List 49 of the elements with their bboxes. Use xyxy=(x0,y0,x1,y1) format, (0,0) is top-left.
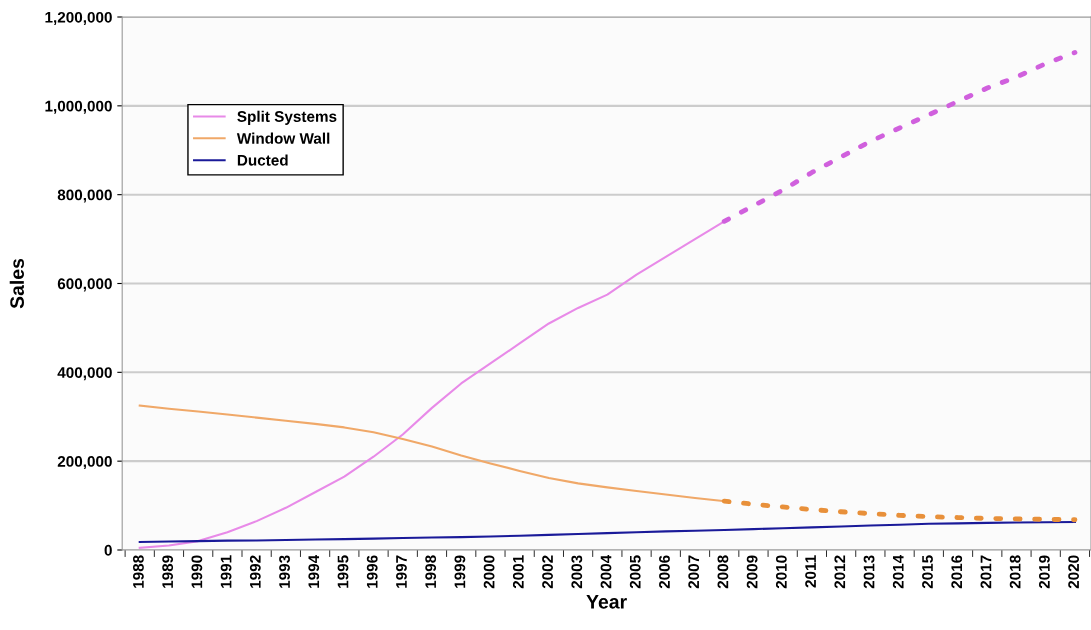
x-axis-title: Year xyxy=(586,595,627,609)
line-series xyxy=(138,220,726,549)
x-tick-label: 2007 xyxy=(688,555,700,589)
y-tick-label: 1,000,000 xyxy=(45,100,112,114)
y-axis-title: Sales xyxy=(9,258,24,309)
x-tick-label: 2004 xyxy=(600,554,612,589)
x-tick-label: 2020 xyxy=(1068,555,1080,589)
legend-label: Window Wall xyxy=(236,132,330,144)
x-tick-label: 1998 xyxy=(425,555,437,588)
x-tick-label: 2013 xyxy=(863,555,875,589)
x-tick-label: 1989 xyxy=(162,555,174,588)
x-tick-label: 2018 xyxy=(1009,555,1021,589)
y-tick-label: 0 xyxy=(104,544,112,556)
x-tick-label: 2000 xyxy=(483,555,495,589)
x-tick-label: 2012 xyxy=(834,555,846,589)
x-tick-label: 1999 xyxy=(454,555,466,588)
x-tick-label: 2002 xyxy=(542,555,553,589)
y-tick-label: 400,000 xyxy=(57,367,112,381)
x-tick-label: 2015 xyxy=(922,555,933,589)
x-tick-label: 2019 xyxy=(1038,555,1050,589)
y-tick-label: 800,000 xyxy=(57,189,112,203)
legend-label: Ducted xyxy=(237,154,288,166)
x-tick-label: 1996 xyxy=(366,555,378,588)
x-tick-label: 1988 xyxy=(133,555,144,588)
x-tick-label: 1990 xyxy=(191,555,203,588)
legend-label: Split Systems xyxy=(237,110,337,125)
line-series xyxy=(721,498,1078,523)
x-tick-label: 2016 xyxy=(951,555,963,589)
y-tick-label: 200,000 xyxy=(57,456,112,470)
x-tick-label: 1992 xyxy=(249,555,261,588)
x-tick-label: 2010 xyxy=(775,555,787,589)
line-series xyxy=(721,50,1078,224)
x-tick-label: 1994 xyxy=(308,554,320,588)
x-tick-label: 2017 xyxy=(980,555,992,589)
x-tick-label: 2009 xyxy=(746,555,758,589)
x-tick-label: 2003 xyxy=(571,555,583,589)
y-tick-label: 600,000 xyxy=(57,278,112,292)
x-tick-label: 2014 xyxy=(892,554,904,589)
x-tick-label: 2008 xyxy=(717,555,729,589)
x-tick-label: 2006 xyxy=(659,555,670,589)
x-tick-label: 1993 xyxy=(279,555,290,588)
x-tick-label: 2005 xyxy=(629,555,641,589)
x-tick-label: 1991 xyxy=(220,555,232,588)
x-tick-label: 2001 xyxy=(512,555,524,589)
x-tick-label: 2011 xyxy=(805,555,816,588)
x-tick-label: 1997 xyxy=(396,555,407,588)
x-tick-label: 1995 xyxy=(337,555,349,588)
y-tick-label: 1,200,000 xyxy=(45,11,112,25)
line-series xyxy=(138,520,1076,544)
